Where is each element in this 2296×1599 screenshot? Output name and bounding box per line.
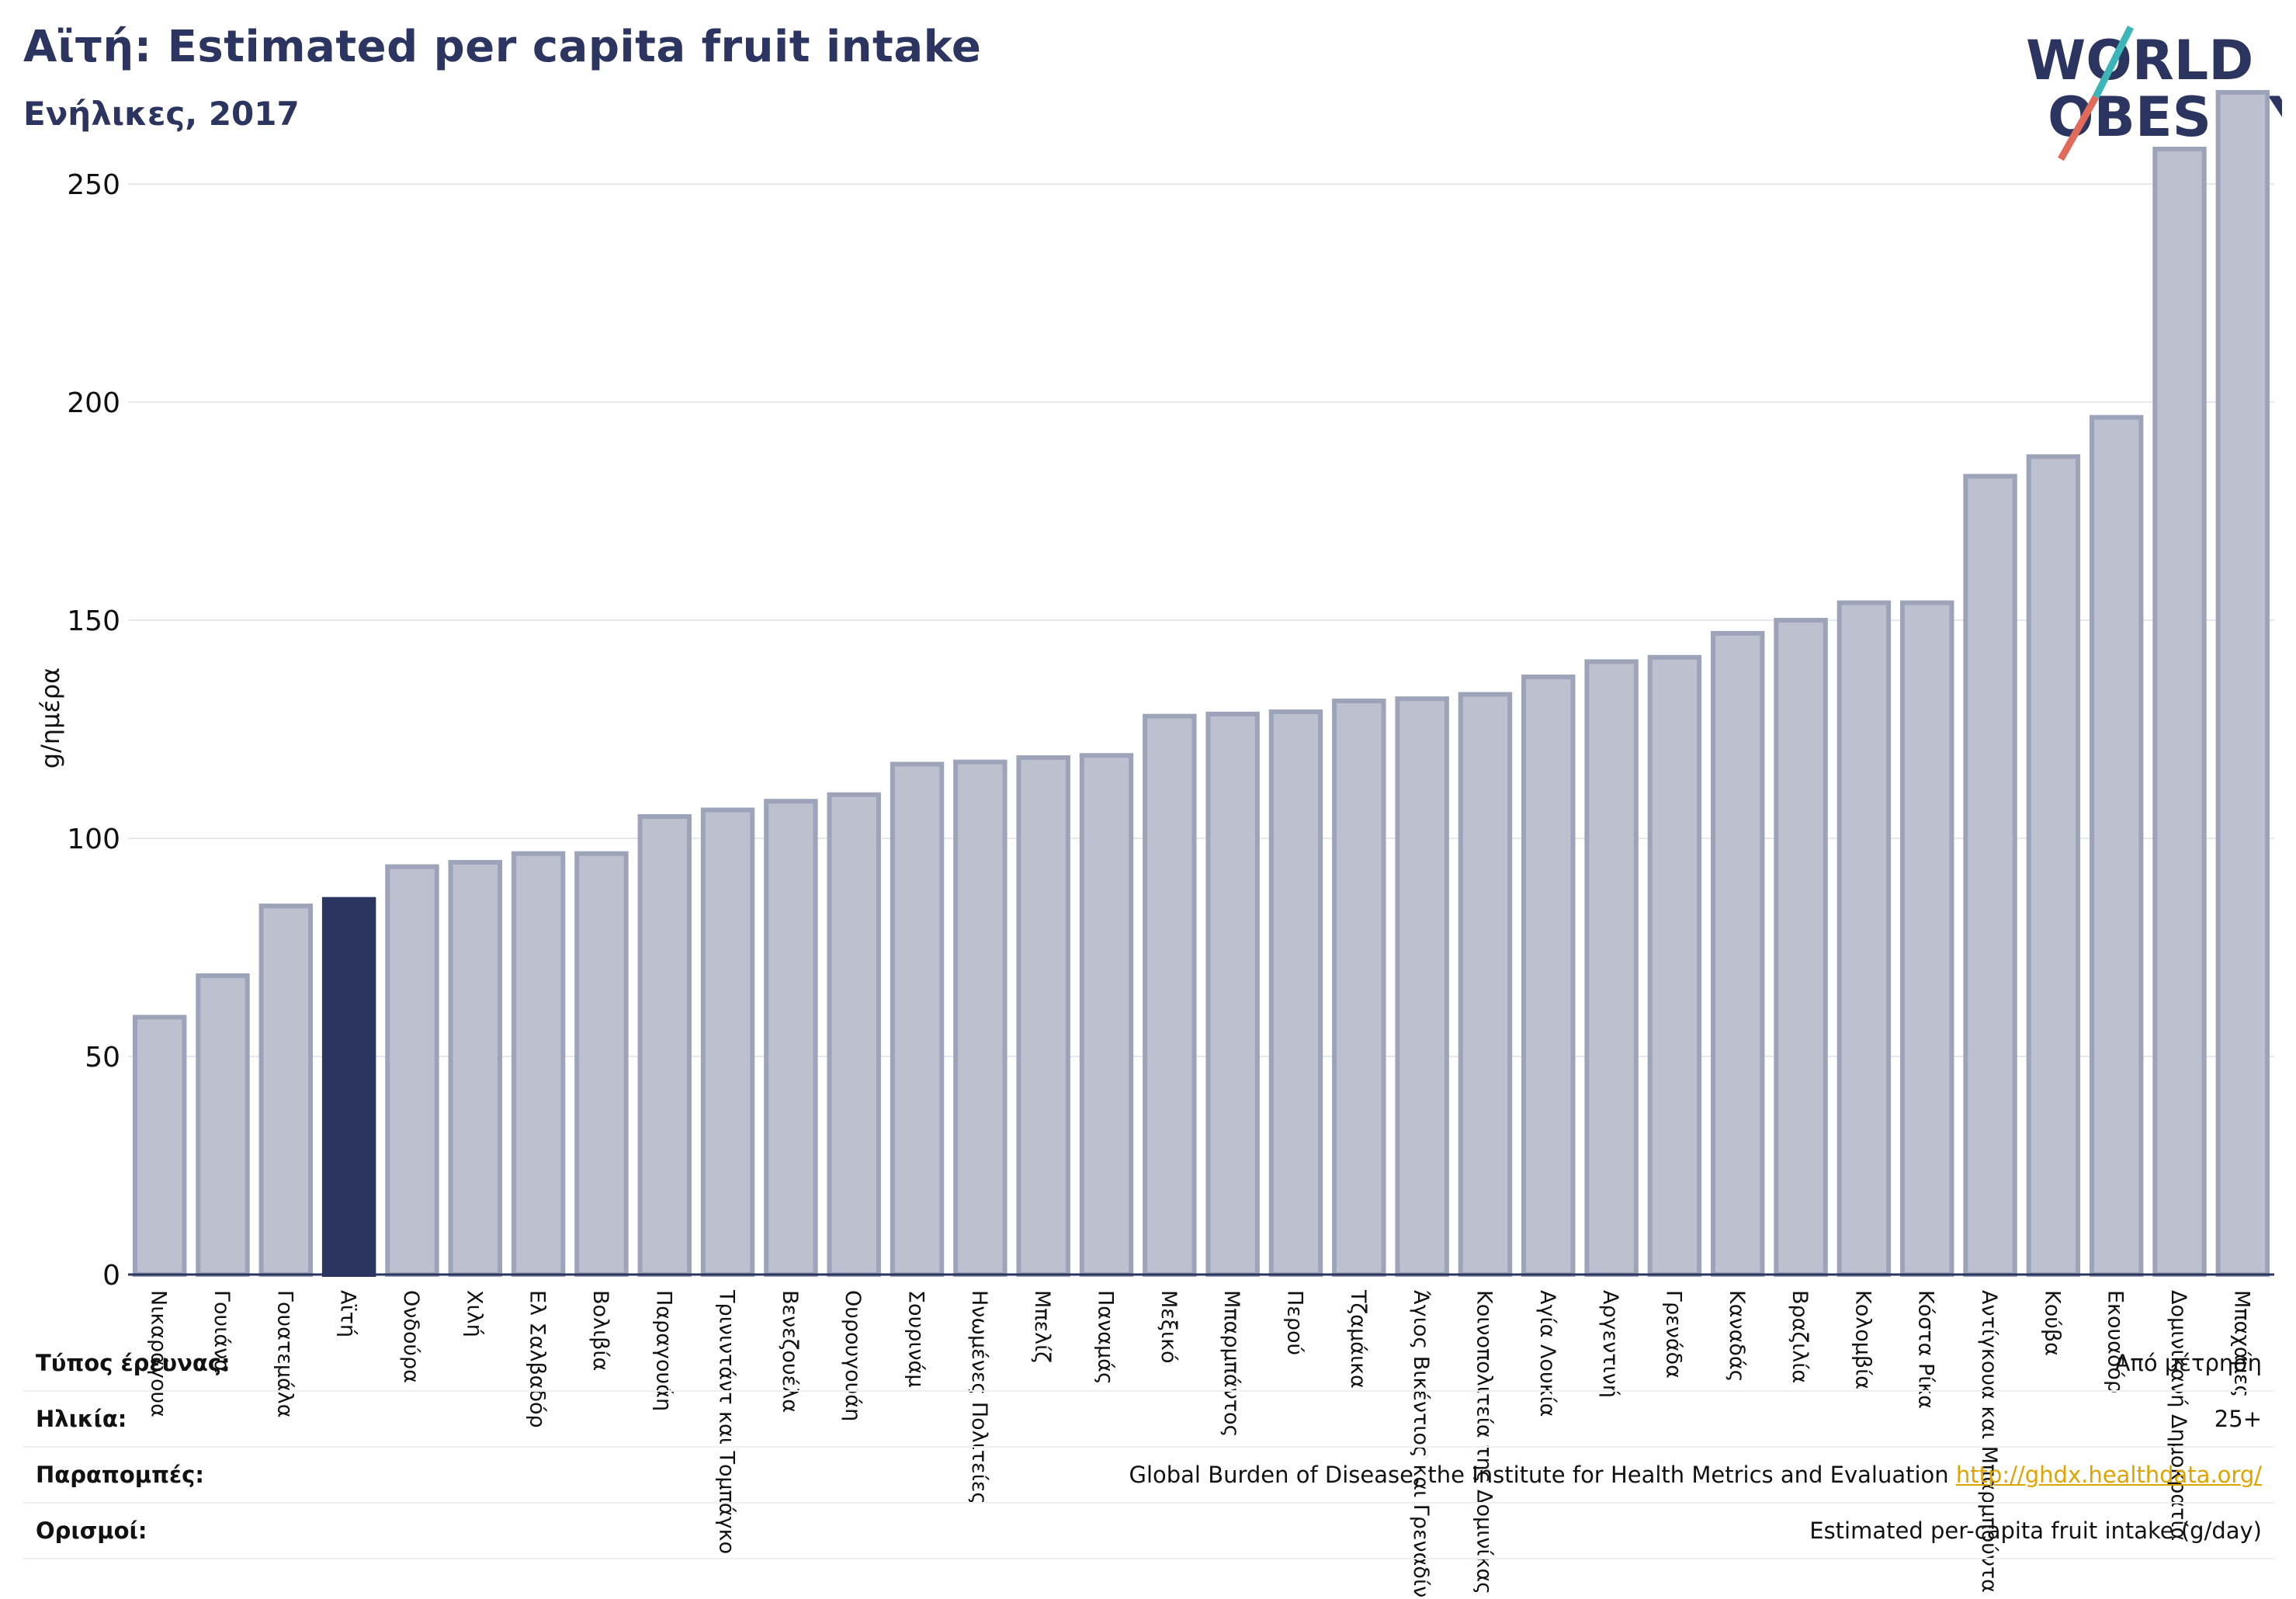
bar — [196, 973, 250, 1278]
x-tick-label: Γουιάνα — [210, 1290, 234, 1373]
y-tick-label: 50 — [85, 1042, 120, 1074]
x-tick-label: Άγιος Βικέντιος και Γρεναδίνες — [1409, 1290, 1433, 1599]
bar — [2089, 414, 2144, 1277]
logo-slash-red — [2058, 95, 2099, 161]
x-tick-label: Αντίγκουα και Μπαρμπούντα — [1977, 1290, 2001, 1593]
x-tick-label: Χιλή — [462, 1290, 486, 1337]
definitions-label: Ορισμοί: — [36, 1517, 147, 1544]
bar — [1205, 711, 1260, 1277]
x-tick-label: Αγία Λουκία — [1535, 1290, 1559, 1417]
bar — [1963, 473, 2017, 1277]
bar — [700, 807, 755, 1277]
x-tick-label: Μεξικό — [1157, 1290, 1181, 1364]
y-axis-ticks: 0 50 100 150 200 250 — [67, 169, 120, 1292]
x-tick-label: Γρενάδα — [1661, 1290, 1685, 1379]
x-tick-label: Παναμάς — [1094, 1290, 1118, 1385]
x-tick-label: Κούβα — [2040, 1290, 2064, 1356]
bar — [574, 851, 629, 1278]
bars: Νικαράγουα Γουιάνα Γουατεμάλα Αϊτή Ονδούρα Χι… — [132, 89, 2270, 1599]
x-tick-label: Ονδούρα — [399, 1290, 423, 1383]
references-label: Παραπομπές: — [36, 1462, 204, 1488]
x-tick-label: Καναδάς — [1725, 1290, 1749, 1382]
y-tick-label: 200 — [67, 387, 120, 419]
y-tick-label: 0 — [102, 1260, 120, 1292]
bar — [1647, 654, 1702, 1277]
bar — [953, 759, 1008, 1277]
svg-text:WORLD: WORLD — [2026, 29, 2253, 92]
footer-row-references: Παραπομπές: Global Burden of Disease, th… — [23, 1447, 2274, 1503]
definitions-value: Estimated per-capita fruit intake (g/day… — [1809, 1517, 2262, 1544]
bar — [827, 792, 881, 1277]
footer-row-survey-type: Τύπος έρευνας: Από μέτρηση — [23, 1335, 2274, 1391]
chart-title: Αϊτή: Estimated per capita fruit intake — [23, 22, 982, 72]
x-tick-label: Αϊτή — [336, 1290, 360, 1337]
chart-subtitle: Ενήλικες, 2017 — [23, 95, 300, 133]
bar — [1584, 659, 1639, 1277]
bar — [385, 864, 439, 1277]
x-tick-label: Τζαμάικα — [1346, 1289, 1370, 1389]
bar — [1521, 675, 1576, 1277]
age-value: 25+ — [2214, 1406, 2262, 1432]
bar — [1016, 755, 1070, 1277]
y-axis-label: g/ημέρα — [36, 668, 65, 768]
bar — [2152, 147, 2207, 1277]
x-tick-label: Μπελίζ — [1030, 1290, 1054, 1363]
bar — [764, 799, 818, 1277]
x-tick-label: Ελ Σαλβαδόρ — [525, 1290, 550, 1428]
y-tick-label: 250 — [67, 169, 120, 201]
x-tick-label: Παραγουάη — [651, 1290, 675, 1411]
x-tick-label: Ουρουγουάη — [841, 1290, 865, 1421]
bar — [890, 761, 945, 1277]
x-tick-label: Εκουαδόρ — [2104, 1290, 2128, 1393]
footer-row-age: Ηλικία: 25+ — [23, 1391, 2274, 1447]
x-tick-label: Νικαράγουα — [147, 1290, 171, 1417]
logo-slash-teal — [2092, 25, 2135, 99]
survey-type-value: Από μέτρηση — [2114, 1349, 2262, 1376]
x-tick-label: Κόστα Ρίκα — [1914, 1290, 1938, 1409]
bar — [1079, 753, 1134, 1277]
x-tick-label: Ηνωμένες Πολιτείες — [967, 1290, 991, 1504]
bar — [258, 904, 314, 1277]
bar — [1836, 600, 1892, 1277]
bar — [2215, 89, 2270, 1278]
y-tick-label: 100 — [67, 824, 120, 855]
x-tick-label: Μπαχάμες — [2229, 1290, 2253, 1397]
x-tick-label: Βολιβία — [588, 1290, 612, 1371]
bar — [1900, 600, 1954, 1277]
x-tick-label: Γουατεμάλα — [272, 1290, 297, 1418]
info-table: Τύπος έρευνας: Από μέτρηση Ηλικία: 25+ Π… — [23, 1335, 2274, 1559]
x-tick-label: Κολομβία — [1850, 1290, 1875, 1389]
x-tick-label: Μπαρμπάντος — [1219, 1290, 1243, 1437]
bar — [1711, 630, 1765, 1277]
bar — [1143, 713, 1197, 1277]
x-tick-label: Περού — [1282, 1290, 1306, 1355]
x-tick-label: Τρινιντάντ και Τομπάγκο — [715, 1289, 739, 1554]
y-tick-label: 150 — [67, 605, 120, 637]
age-label: Ηλικία: — [36, 1406, 127, 1432]
bar — [1332, 698, 1386, 1277]
bar — [637, 813, 692, 1277]
x-tick-label: Βενεζουέλα — [778, 1290, 802, 1413]
bar — [1458, 692, 1513, 1277]
x-tick-label: Βραζιλία — [1788, 1290, 1812, 1383]
bar — [2026, 454, 2081, 1277]
x-tick-label: Κοινοπολιτεία της Δομινίκας — [1472, 1290, 1496, 1594]
bar — [448, 859, 502, 1278]
references-link[interactable]: http://ghdx.healthdata.org/ — [1955, 1462, 2262, 1488]
footer-row-definitions: Ορισμοί: Estimated per-capita fruit inta… — [23, 1503, 2274, 1559]
bar — [1268, 709, 1323, 1277]
bar — [132, 1015, 187, 1278]
references-value: Global Burden of Disease, the Institute … — [1129, 1462, 1949, 1488]
bar — [1774, 618, 1828, 1277]
x-tick-label: Σουρινάμ — [904, 1290, 928, 1388]
x-tick-label: Αργεντινή — [1598, 1290, 1622, 1398]
bar — [1395, 696, 1449, 1277]
bar-highlighted — [321, 897, 376, 1278]
x-tick-label: Δομινικανή Δημοκρατία — [2166, 1290, 2190, 1541]
survey-type-label: Τύπος έρευνας: — [36, 1349, 231, 1376]
bar — [511, 851, 566, 1278]
